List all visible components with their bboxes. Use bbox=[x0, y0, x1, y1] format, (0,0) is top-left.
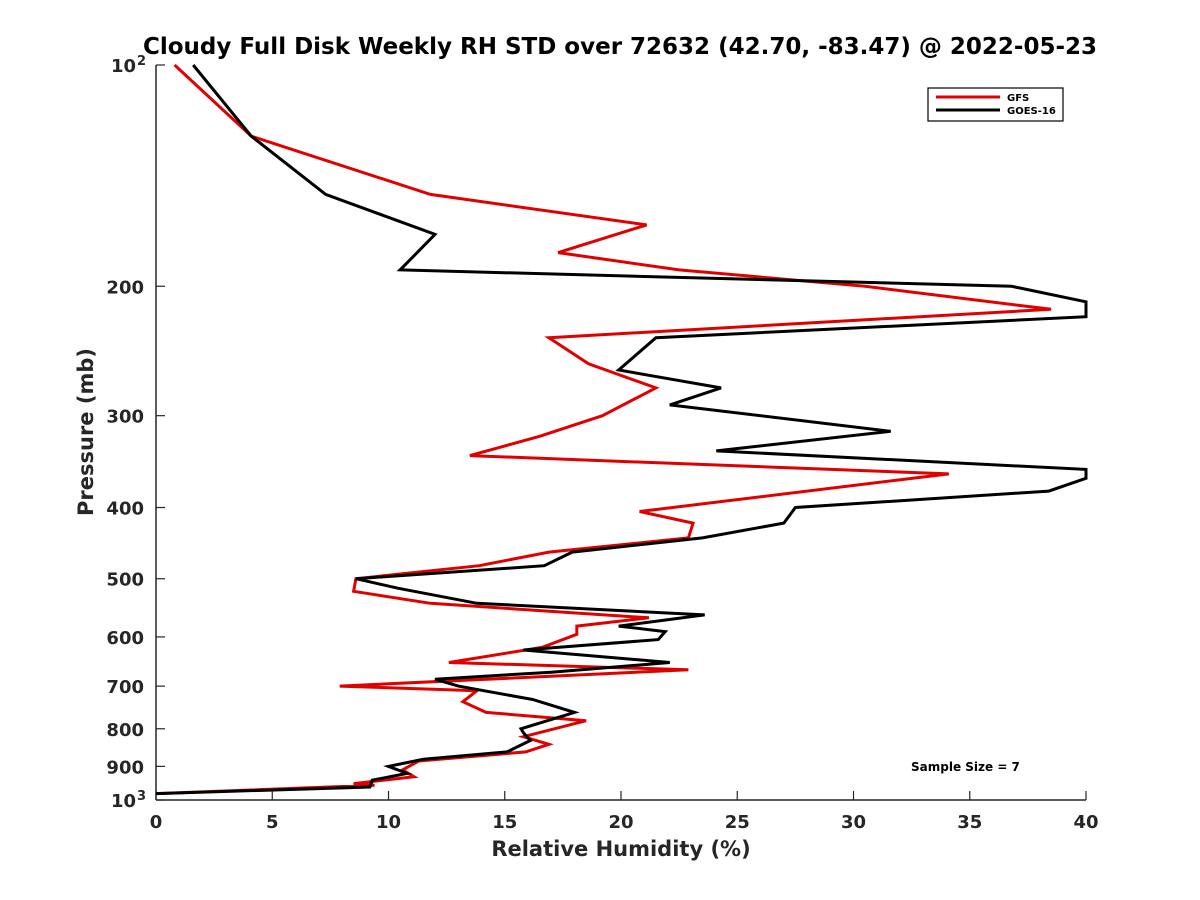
legend-box bbox=[927, 87, 1064, 122]
x-ticks: 0 5 10 15 20 25 30 35 40 bbox=[150, 791, 1099, 833]
legend-label-gfs: GFS bbox=[1007, 93, 1029, 104]
y-tick-label: 600 bbox=[106, 628, 144, 649]
x-tick-label: 25 bbox=[725, 812, 750, 833]
x-tick-label: 0 bbox=[150, 812, 163, 833]
y-tick-label: 400 bbox=[106, 499, 144, 520]
y-tick-superscript: 3 bbox=[137, 789, 146, 804]
y-tick-label: 200 bbox=[106, 277, 144, 298]
y-tick-label: 300 bbox=[106, 407, 144, 428]
x-axis-label: Relative Humidity (%) bbox=[491, 837, 750, 861]
x-tick-label: 35 bbox=[957, 812, 982, 833]
x-tick-label: 40 bbox=[1073, 812, 1098, 833]
y-tick-label: 800 bbox=[106, 720, 144, 741]
y-tick-label: 700 bbox=[106, 677, 144, 698]
chart-title: Cloudy Full Disk Weekly RH STD over 7263… bbox=[143, 34, 1097, 60]
series-line-goes16 bbox=[155, 64, 1088, 796]
x-tick-label: 20 bbox=[608, 812, 633, 833]
legend: GFS GOES-16 bbox=[927, 87, 1064, 122]
y-tick-label: 10 bbox=[111, 791, 136, 812]
x-tick-label: 10 bbox=[376, 812, 401, 833]
x-tick-label: 15 bbox=[492, 812, 517, 833]
y-tick-superscript: 2 bbox=[137, 54, 146, 69]
y-tick-label: 10 bbox=[111, 56, 136, 77]
legend-label-goes16: GOES-16 bbox=[1007, 106, 1056, 117]
x-tick-label: 5 bbox=[266, 812, 279, 833]
y-tick-label: 900 bbox=[106, 757, 144, 778]
series-layer bbox=[155, 63, 1088, 796]
sample-size-annotation: Sample Size = 7 bbox=[911, 760, 1020, 774]
series-line-gfs bbox=[155, 63, 1052, 796]
y-axis-label: Pressure (mb) bbox=[74, 348, 98, 516]
y-tick-label: 500 bbox=[106, 570, 144, 591]
x-tick-label: 30 bbox=[841, 812, 866, 833]
